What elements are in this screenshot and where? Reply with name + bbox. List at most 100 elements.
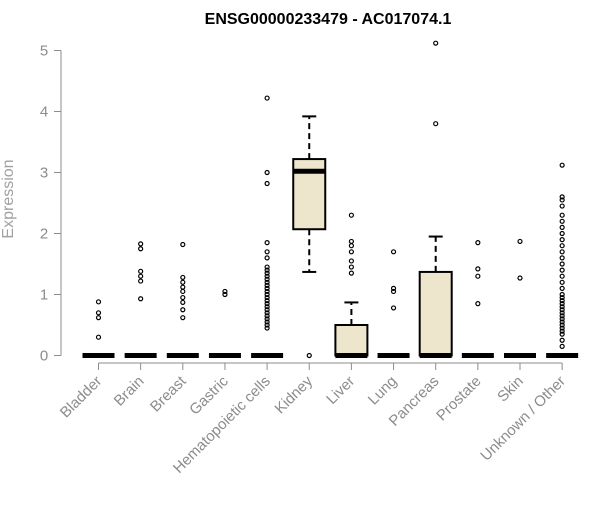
outlier-point	[475, 273, 481, 279]
outlier-point	[559, 343, 565, 349]
outlier-point	[264, 279, 270, 285]
outlier-point	[180, 288, 186, 295]
chart-title: ENSG00000233479 - AC017074.1	[205, 11, 452, 28]
outlier-point	[433, 40, 439, 46]
box-group	[251, 95, 284, 358]
y-tick-label: 0	[40, 348, 48, 365]
outlier-point	[348, 270, 354, 276]
outlier-point	[559, 285, 565, 291]
outlier-point	[264, 298, 270, 304]
outlier-point	[559, 194, 565, 200]
x-tick-label: Prostate	[433, 373, 485, 425]
box-group	[208, 288, 241, 358]
y-axis: 0 1 2 3 4 5	[40, 43, 62, 365]
outlier-point	[348, 258, 354, 264]
outlier-point	[95, 310, 102, 316]
outlier-point	[559, 212, 565, 218]
outlier-point	[264, 180, 270, 187]
box-group	[166, 241, 199, 358]
outlier-point	[390, 285, 397, 291]
outlier-point	[559, 328, 565, 334]
outlier-point	[264, 310, 270, 316]
outlier-point	[433, 121, 439, 127]
outlier-point	[264, 267, 270, 273]
outlier-point	[264, 313, 270, 319]
outlier-point	[390, 249, 397, 255]
outlier-point	[180, 294, 186, 301]
outlier-point	[559, 224, 565, 230]
outlier-point	[348, 243, 354, 249]
outlier-point	[222, 291, 228, 298]
outlier-point	[559, 249, 565, 255]
x-tick-label: Lung	[365, 373, 401, 409]
x-tick-label: Bladder	[57, 373, 106, 422]
x-tick-label: Kidney	[272, 372, 317, 417]
outlier-point	[264, 264, 270, 270]
outlier-point	[264, 304, 270, 310]
outlier-point	[264, 285, 270, 291]
outlier-point	[559, 230, 565, 237]
outlier-point	[517, 238, 523, 245]
outlier-point	[559, 301, 565, 307]
outlier-point	[264, 325, 270, 331]
outlier-point	[95, 315, 102, 321]
box-group	[334, 212, 369, 358]
outlier-point	[95, 299, 102, 305]
outlier-point	[180, 315, 186, 321]
outlier-point	[348, 238, 354, 245]
outlier-point	[264, 169, 270, 176]
outlier-point	[559, 218, 565, 224]
outlier-point	[306, 352, 312, 359]
outlier-point	[138, 268, 144, 274]
outlier-point	[559, 255, 565, 261]
outlier-point	[180, 279, 186, 285]
y-tick-label: 3	[40, 165, 48, 182]
outlier-point	[264, 316, 270, 322]
box-group	[418, 40, 453, 358]
outlier-point	[180, 274, 186, 281]
box-group	[124, 241, 157, 358]
outlier-point	[559, 273, 565, 279]
outlier-point	[559, 162, 565, 168]
outlier-point	[264, 291, 270, 298]
outlier-point	[264, 319, 270, 325]
x-tick-label: Skin	[494, 373, 527, 406]
outlier-point	[559, 310, 565, 316]
outlier-point	[517, 275, 523, 281]
y-tick-label: 5	[40, 43, 48, 60]
outlier-point	[264, 255, 270, 261]
outlier-point	[348, 264, 354, 270]
outlier-point	[559, 298, 565, 304]
y-tick-label: 4	[40, 104, 48, 121]
outlier-point	[559, 331, 565, 337]
outlier-point	[559, 337, 565, 343]
outlier-point	[559, 307, 565, 313]
box-group	[504, 238, 536, 358]
outlier-point	[475, 240, 481, 246]
outlier-point	[138, 241, 144, 247]
outlier-point	[559, 325, 565, 331]
outlier-point	[559, 237, 565, 243]
box-group	[82, 299, 115, 358]
outlier-point	[559, 313, 565, 319]
outlier-point	[264, 322, 270, 328]
outlier-point	[264, 288, 270, 295]
outlier-point	[559, 267, 565, 273]
outlier-point	[138, 278, 144, 284]
outlier-point	[264, 95, 270, 101]
box-series	[82, 40, 579, 359]
outlier-point	[264, 273, 270, 279]
outlier-point	[559, 304, 565, 310]
box-iqr	[418, 270, 453, 357]
outlier-point	[559, 203, 565, 209]
outlier-point	[559, 243, 565, 249]
box-iqr	[334, 324, 369, 357]
box-group	[292, 115, 327, 359]
outlier-point	[180, 299, 186, 306]
outlier-point	[264, 240, 270, 246]
outlier-point	[264, 294, 270, 301]
outlier-point	[475, 266, 481, 272]
outlier-point	[138, 246, 144, 252]
